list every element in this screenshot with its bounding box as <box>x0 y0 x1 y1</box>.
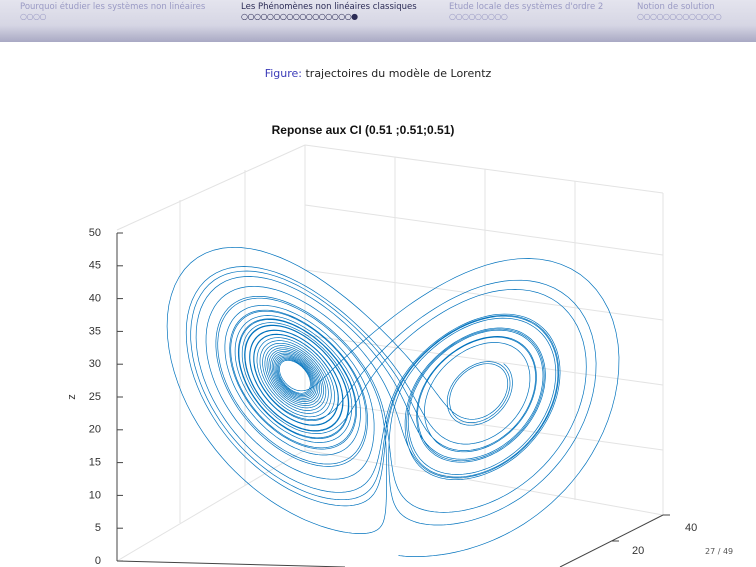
nav-section[interactable]: Les Phénomènes non linéaires classiques ○… <box>241 2 417 22</box>
nav-bar: Pourquoi étudier les systèmes non linéai… <box>0 0 756 42</box>
nav-section[interactable]: Notion de solution ○○○○○○○○○○○○○ <box>637 2 722 22</box>
caption-text: trajectoires du modèle de Lorentz <box>305 67 492 80</box>
figure-label: Figure: <box>264 67 302 80</box>
y-tick-label: 20 <box>632 545 644 557</box>
nav-title[interactable]: Les Phénomènes non linéaires classiques <box>241 2 417 12</box>
nav-dots: ○○○○○○○○○○○○○○○○○● <box>241 12 358 21</box>
z-tick-label: 45 <box>89 260 101 272</box>
z-tick-label: 40 <box>89 293 101 305</box>
nav-title[interactable]: Notion de solution <box>637 2 715 12</box>
nav-title[interactable]: Pourquoi étudier les systèmes non linéai… <box>20 2 206 12</box>
nav-dots: ○○○○○○○○○ <box>449 12 508 21</box>
figure-caption: Figure: trajectoires du modèle de Lorent… <box>0 67 756 80</box>
page-number: 27 / 49 <box>705 547 734 556</box>
z-tick-label: 0 <box>95 555 101 567</box>
z-tick-label: 30 <box>89 358 101 370</box>
y-tick-label: 40 <box>685 522 697 534</box>
z-label: z <box>66 394 78 400</box>
plot-title: Reponse aux CI (0.51 ;0.51;0.51) <box>272 123 455 137</box>
z-tick-label: 5 <box>95 522 101 534</box>
z-tick-label: 35 <box>89 325 101 337</box>
z-tick-label: 50 <box>89 227 101 239</box>
y-axis <box>559 514 664 567</box>
z-tick-label: 15 <box>89 457 101 469</box>
z-tick-label: 10 <box>89 489 101 501</box>
nav-section[interactable]: Pourquoi étudier les systèmes non linéai… <box>20 2 205 22</box>
box-grid <box>116 144 664 562</box>
nav-section[interactable]: Etude locale des systèmes d'ordre 2 ○○○○○… <box>449 2 603 22</box>
x-axis <box>116 560 346 567</box>
z-tick-label: 20 <box>89 424 101 436</box>
trajectory <box>166 246 620 557</box>
nav-dots: ○○○○○○○○○○○○○ <box>637 12 722 21</box>
nav-title[interactable]: Etude locale des systèmes d'ordre 2 <box>449 2 604 12</box>
z-tick-label: 25 <box>89 391 101 403</box>
nav-dots: ○○○○ <box>20 12 46 21</box>
